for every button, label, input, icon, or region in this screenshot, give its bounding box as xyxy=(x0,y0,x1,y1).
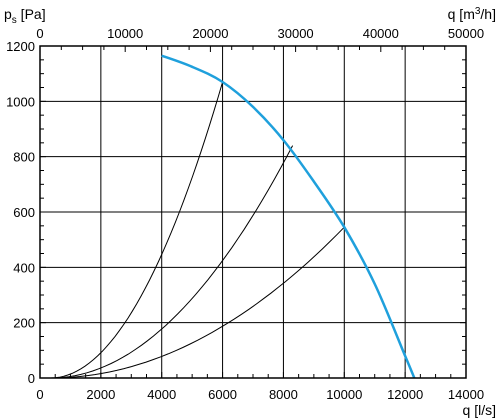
x-tick-label: 0 xyxy=(36,387,43,402)
chart-curves xyxy=(50,54,416,379)
system-curve xyxy=(50,145,294,379)
fan-curve xyxy=(161,54,416,379)
x-tick-label: 6000 xyxy=(208,387,237,402)
top-x-axis-label: q [m3/h] xyxy=(448,6,496,22)
grid-lines xyxy=(39,45,467,379)
y-tick-label: 1200 xyxy=(6,39,35,54)
x-tick-label: 4000 xyxy=(147,387,176,402)
top-x-tick-label: 10000 xyxy=(107,26,143,41)
bottom-x-axis-label: q [l/s] xyxy=(463,402,496,418)
top-x-tick-label: 30000 xyxy=(278,26,314,41)
top-x-tick-label: 40000 xyxy=(363,26,399,41)
x-tick-label: 2000 xyxy=(86,387,115,402)
y-tick-label: 400 xyxy=(13,260,35,275)
x-tick-label: 12000 xyxy=(387,387,423,402)
top-x-tick-label: 0 xyxy=(36,26,43,41)
system-curve xyxy=(50,81,224,379)
y-tick-label: 200 xyxy=(13,316,35,331)
y-tick-label: 0 xyxy=(28,371,35,386)
top-x-tick-label: 20000 xyxy=(192,26,228,41)
plot-frame xyxy=(39,45,467,379)
top-x-tick-label: 50000 xyxy=(448,26,484,41)
y-tick-label: 1000 xyxy=(6,94,35,109)
x-tick-label: 8000 xyxy=(269,387,298,402)
y-tick-label: 600 xyxy=(13,205,35,220)
y-tick-label: 800 xyxy=(13,150,35,165)
y-axis-label: ps [Pa] xyxy=(4,6,46,26)
x-tick-label: 10000 xyxy=(326,387,362,402)
x-tick-label: 14000 xyxy=(448,387,484,402)
system-curve xyxy=(50,226,345,379)
